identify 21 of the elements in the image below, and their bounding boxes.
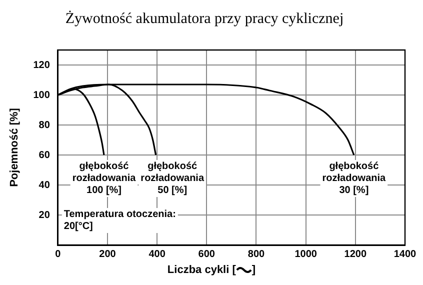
- x-tick-label: 1000: [294, 248, 318, 260]
- annotation: Temperatura otoczenia: 20[°C]: [64, 208, 176, 232]
- x-tick-label: 200: [99, 248, 116, 260]
- y-axis-title: Pojemność [%]: [8, 108, 21, 187]
- x-tick-label: 800: [248, 248, 266, 260]
- x-tick-label: 1200: [344, 248, 367, 260]
- text: Liczba cykli [ ]: [167, 264, 256, 276]
- y-tick-label: 80: [38, 120, 50, 131]
- x-tick-label: 400: [148, 248, 166, 260]
- y-tick-label: 20: [38, 210, 50, 221]
- y-tick-label: 120: [33, 60, 50, 71]
- y-tick-label: 40: [38, 180, 50, 191]
- text: głębokość rozładowania 30 [%]: [322, 160, 386, 196]
- text: głębokość rozładowania 100 [%]: [72, 160, 136, 196]
- chart-title: Żywotność akumulatora przy pracy cyklicznej: [65, 10, 344, 27]
- x-tick-label: 600: [198, 248, 216, 260]
- series-label: głębokość rozładowania 50 [%]: [140, 160, 204, 196]
- y-tick-label: 60: [38, 150, 50, 161]
- x-tick-label: 0: [55, 248, 62, 260]
- x-tick-label: 1400: [394, 248, 417, 260]
- y-tick-label: 100: [33, 90, 50, 101]
